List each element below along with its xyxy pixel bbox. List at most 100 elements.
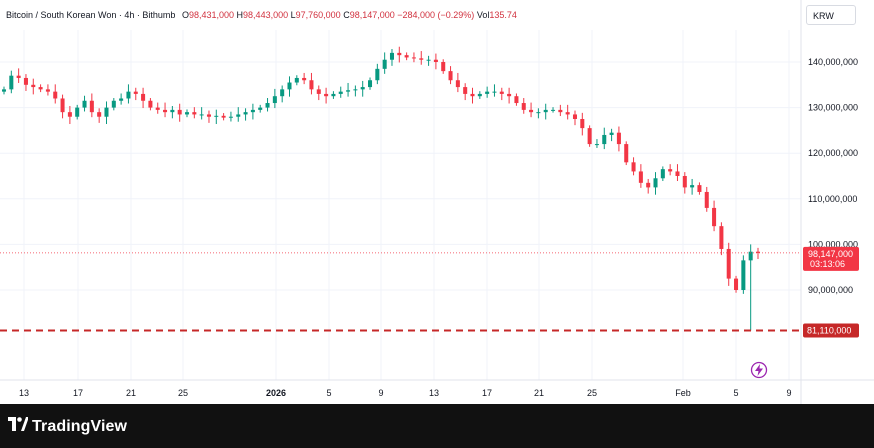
candle-body[interactable] [580,119,585,129]
candle-body[interactable] [404,55,409,58]
candle-body[interactable] [477,93,482,97]
candle-body[interactable] [638,171,643,183]
candle-body[interactable] [309,80,314,90]
candle-body[interactable] [536,112,541,114]
candle-body[interactable] [624,144,629,163]
candle-body[interactable] [448,71,453,81]
candle-body[interactable] [89,100,94,113]
candle-body[interactable] [712,207,717,227]
candle-body[interactable] [31,84,36,88]
candle-body[interactable] [82,100,87,108]
candle-body[interactable] [704,191,709,208]
candle-body[interactable] [748,251,753,261]
candle-body[interactable] [368,80,373,88]
candle-body[interactable] [9,75,14,90]
candle-body[interactable] [177,109,182,115]
candle-body[interactable] [682,176,687,188]
candle-body[interactable] [75,107,80,117]
candle-body[interactable] [389,52,394,60]
candle-body[interactable] [155,107,160,110]
candle-body[interactable] [346,90,351,92]
price-tag[interactable] [803,246,859,271]
candle-body[interactable] [23,77,28,85]
candle-body[interactable] [338,91,343,94]
candle-body[interactable] [485,91,490,94]
candle-body[interactable] [587,128,592,145]
candle-body[interactable] [660,169,665,179]
candle-body[interactable] [272,96,277,104]
candle-body[interactable] [572,114,578,119]
candle-body[interactable] [184,112,190,115]
interval[interactable]: 4h [124,10,135,20]
candle-body[interactable] [521,103,526,110]
candle-body[interactable] [426,59,431,61]
candle-body[interactable] [104,107,109,117]
candle-body[interactable] [463,87,468,94]
candle-body[interactable] [214,115,219,117]
candle-body[interactable] [141,93,146,101]
candle-body[interactable] [111,100,116,108]
candle-body[interactable] [1,89,7,92]
candle-body[interactable] [455,80,460,88]
candle-body[interactable] [602,134,607,145]
candle-body[interactable] [382,59,387,69]
low-line-tag[interactable] [803,323,859,338]
candle-body[interactable] [565,112,570,115]
tradingview-logo-icon[interactable] [8,417,28,431]
candle-body[interactable] [324,93,329,97]
candle-body[interactable] [53,91,58,99]
candle-body[interactable] [228,116,233,118]
candle-body[interactable] [221,115,226,118]
candle-body[interactable] [529,109,534,113]
candle-body[interactable] [148,100,153,108]
candle-body[interactable] [60,98,65,113]
candle-body[interactable] [741,260,746,290]
candle-body[interactable] [133,91,138,94]
candle-body[interactable] [499,91,504,94]
candle-body[interactable] [331,93,336,97]
candle-body[interactable] [543,109,548,113]
candle-body[interactable] [316,89,321,94]
candle-body[interactable] [631,162,636,172]
candle-body[interactable] [734,278,739,290]
candle-body[interactable] [653,178,658,188]
candle-body[interactable] [199,114,204,116]
candle-body[interactable] [294,77,299,83]
candle-body[interactable] [675,171,680,176]
candle-body[interactable] [433,59,438,62]
candle-body[interactable] [755,251,761,253]
candle-body[interactable] [280,89,285,97]
candle-body[interactable] [45,89,50,92]
candle-body[interactable] [16,75,21,78]
candle-body[interactable] [360,87,365,90]
candle-body[interactable] [163,109,168,113]
candle-body[interactable] [668,169,673,172]
candle-body[interactable] [206,114,211,117]
candle-body[interactable] [616,132,621,145]
candle-body[interactable] [353,89,358,91]
candle-body[interactable] [609,132,614,135]
candle-body[interactable] [594,144,599,146]
candle-body[interactable] [287,82,292,90]
currency-button[interactable]: KRW [806,5,856,25]
symbol-name[interactable]: Bitcoin / South Korean Won [6,10,117,20]
candle-body[interactable] [514,96,519,104]
candle-body[interactable] [397,52,402,56]
candle-body[interactable] [375,68,380,81]
candle-body[interactable] [690,185,695,188]
candle-body[interactable] [507,93,512,97]
candle-body[interactable] [265,103,270,108]
candle-body[interactable] [551,109,556,111]
candle-body[interactable] [119,98,124,101]
candle-body[interactable] [441,62,446,72]
candle-body[interactable] [697,185,702,192]
candle-body[interactable] [558,109,563,113]
candle-body[interactable] [646,182,651,188]
candle-body[interactable] [302,77,307,81]
candle-body[interactable] [192,112,197,115]
price-chart[interactable]: 90,000,000 100,000,000 110,000,000 120,000,… [0,0,874,404]
candle-body[interactable] [470,93,475,97]
candle-body[interactable] [726,248,731,279]
candle-body[interactable] [97,112,102,117]
candle-body[interactable] [719,226,724,249]
